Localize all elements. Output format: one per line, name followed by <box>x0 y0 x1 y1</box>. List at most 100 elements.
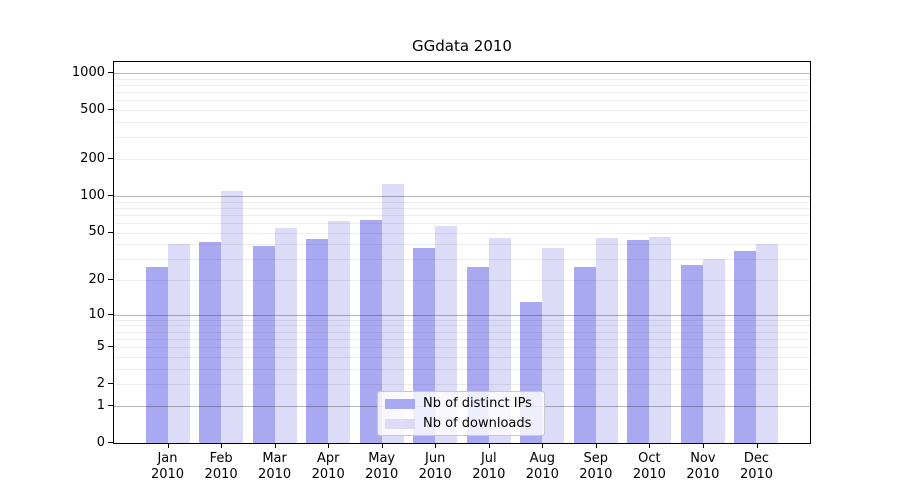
minor-gridline-5 <box>114 347 810 349</box>
bar-nb-of-downloads-sep-2010 <box>595 238 618 443</box>
minor-gridline-900 <box>114 78 810 80</box>
y-tick-mark-20 <box>108 279 113 280</box>
minor-gridline-500 <box>114 110 810 112</box>
x-tick-mark-feb-2010 <box>221 444 223 448</box>
bar-nb-of-distinct-ips-jan-2010 <box>145 266 168 443</box>
bar-nb-of-downloads-jun-2010 <box>435 225 458 443</box>
bar-nb-of-distinct-ips-feb-2010 <box>199 241 222 443</box>
minor-gridline-600 <box>114 100 810 102</box>
y-tick-label-100: 100 <box>80 187 105 203</box>
x-tick-mark-dec-2010 <box>756 444 758 448</box>
x-tick-mark-nov-2010 <box>702 444 704 448</box>
y-tick-label-1: 1 <box>96 397 105 413</box>
x-tick-mark-apr-2010 <box>328 444 330 448</box>
x-tick-label-jun-2010: Jun 2010 <box>418 451 452 482</box>
x-tick-label-may-2010: May 2010 <box>365 451 399 482</box>
y-tick-mark-100 <box>108 194 113 196</box>
x-tick-mark-jun-2010 <box>435 444 437 448</box>
minor-gridline-300 <box>114 137 810 139</box>
bar-nb-of-downloads-mar-2010 <box>274 227 297 443</box>
minor-gridline-80 <box>114 207 810 209</box>
x-tick-mark-jan-2010 <box>167 444 169 448</box>
bar-nb-of-distinct-ips-apr-2010 <box>306 239 329 443</box>
y-tick-mark-1000 <box>108 72 113 74</box>
x-tick-label-oct-2010: Oct 2010 <box>632 451 666 482</box>
minor-gridline-400 <box>114 122 810 124</box>
minor-gridline-9 <box>114 319 810 321</box>
bar-nb-of-downloads-feb-2010 <box>221 190 244 443</box>
legend-label-downloads: Nb of downloads <box>423 416 532 431</box>
minor-gridline-90 <box>114 201 810 203</box>
legend-entry-distinct-ips: Nb of distinct IPs <box>385 395 544 412</box>
major-gridline-10 <box>114 314 810 316</box>
legend-entry-downloads: Nb of downloads <box>385 415 544 432</box>
legend: Nb of distinct IPs Nb of downloads <box>377 391 545 436</box>
x-tick-label-sep-2010: Sep 2010 <box>579 451 613 482</box>
y-tick-mark-200 <box>108 158 113 159</box>
minor-gridline-6 <box>114 338 810 340</box>
y-tick-mark-5 <box>108 346 113 348</box>
y-tick-mark-500 <box>108 109 113 111</box>
x-tick-label-apr-2010: Apr 2010 <box>311 451 345 482</box>
x-tick-mark-oct-2010 <box>649 444 651 448</box>
y-tick-label-2: 2 <box>96 376 105 392</box>
y-tick-label-200: 200 <box>80 151 105 167</box>
minor-gridline-40 <box>114 244 810 246</box>
y-tick-label-1000: 1000 <box>71 65 105 81</box>
minor-gridline-30 <box>114 259 810 261</box>
x-tick-label-dec-2010: Dec 2010 <box>739 451 774 482</box>
bar-nb-of-downloads-jan-2010 <box>167 244 190 443</box>
minor-gridline-4 <box>114 356 810 358</box>
major-gridline-100 <box>114 195 810 197</box>
bar-nb-of-downloads-apr-2010 <box>328 221 351 443</box>
major-gridline-1000 <box>114 73 810 75</box>
x-tick-label-mar-2010: Mar 2010 <box>258 451 292 482</box>
minor-gridline-7 <box>114 331 810 333</box>
bar-nb-of-distinct-ips-oct-2010 <box>627 240 650 443</box>
y-tick-mark-0 <box>108 442 113 443</box>
minor-gridline-60 <box>114 222 810 224</box>
gridlines-layer <box>114 62 810 443</box>
bar-nb-of-downloads-oct-2010 <box>649 236 672 443</box>
x-tick-label-nov-2010: Nov 2010 <box>686 451 720 482</box>
y-tick-label-500: 500 <box>80 102 105 118</box>
minor-gridline-700 <box>114 92 810 94</box>
chart-title: GGdata 2010 <box>412 37 512 55</box>
minor-gridline-8 <box>114 325 810 327</box>
y-tick-mark-2 <box>108 383 113 385</box>
legend-swatch-downloads <box>385 418 415 429</box>
bar-nb-of-distinct-ips-mar-2010 <box>252 245 275 443</box>
bar-nb-of-distinct-ips-may-2010 <box>359 220 382 443</box>
y-tick-mark-1 <box>108 404 113 406</box>
y-tick-label-10: 10 <box>88 306 105 322</box>
x-tick-label-feb-2010: Feb 2010 <box>204 451 238 482</box>
y-tick-label-50: 50 <box>88 224 105 240</box>
y-tick-mark-10 <box>108 313 113 315</box>
minor-gridline-50 <box>114 232 810 234</box>
minor-gridline-800 <box>114 85 810 86</box>
bar-nb-of-downloads-nov-2010 <box>702 259 725 443</box>
y-tick-label-5: 5 <box>96 339 105 355</box>
x-tick-mark-mar-2010 <box>274 444 276 448</box>
bar-nb-of-downloads-may-2010 <box>381 184 404 443</box>
bar-nb-of-downloads-aug-2010 <box>542 248 565 443</box>
bar-nb-of-distinct-ips-sep-2010 <box>573 266 596 443</box>
y-tick-label-20: 20 <box>88 271 105 287</box>
x-tick-mark-sep-2010 <box>595 444 597 448</box>
minor-gridline-200 <box>114 159 810 160</box>
legend-swatch-distinct-ips <box>385 398 415 409</box>
x-tick-label-jan-2010: Jan 2010 <box>150 451 185 482</box>
x-tick-mark-may-2010 <box>381 444 383 448</box>
y-tick-mark-50 <box>108 231 113 233</box>
bar-nb-of-distinct-ips-dec-2010 <box>734 251 757 443</box>
plot-area <box>113 61 811 444</box>
minor-gridline-20 <box>114 280 810 281</box>
x-tick-mark-aug-2010 <box>542 444 544 448</box>
x-tick-label-jul-2010: Jul 2010 <box>472 451 506 482</box>
x-tick-mark-jul-2010 <box>488 444 490 448</box>
y-tick-label-0: 0 <box>96 435 105 450</box>
legend-label-distinct-ips: Nb of distinct IPs <box>423 396 532 411</box>
bar-nb-of-downloads-dec-2010 <box>756 244 779 443</box>
x-tick-label-aug-2010: Aug 2010 <box>525 451 559 482</box>
